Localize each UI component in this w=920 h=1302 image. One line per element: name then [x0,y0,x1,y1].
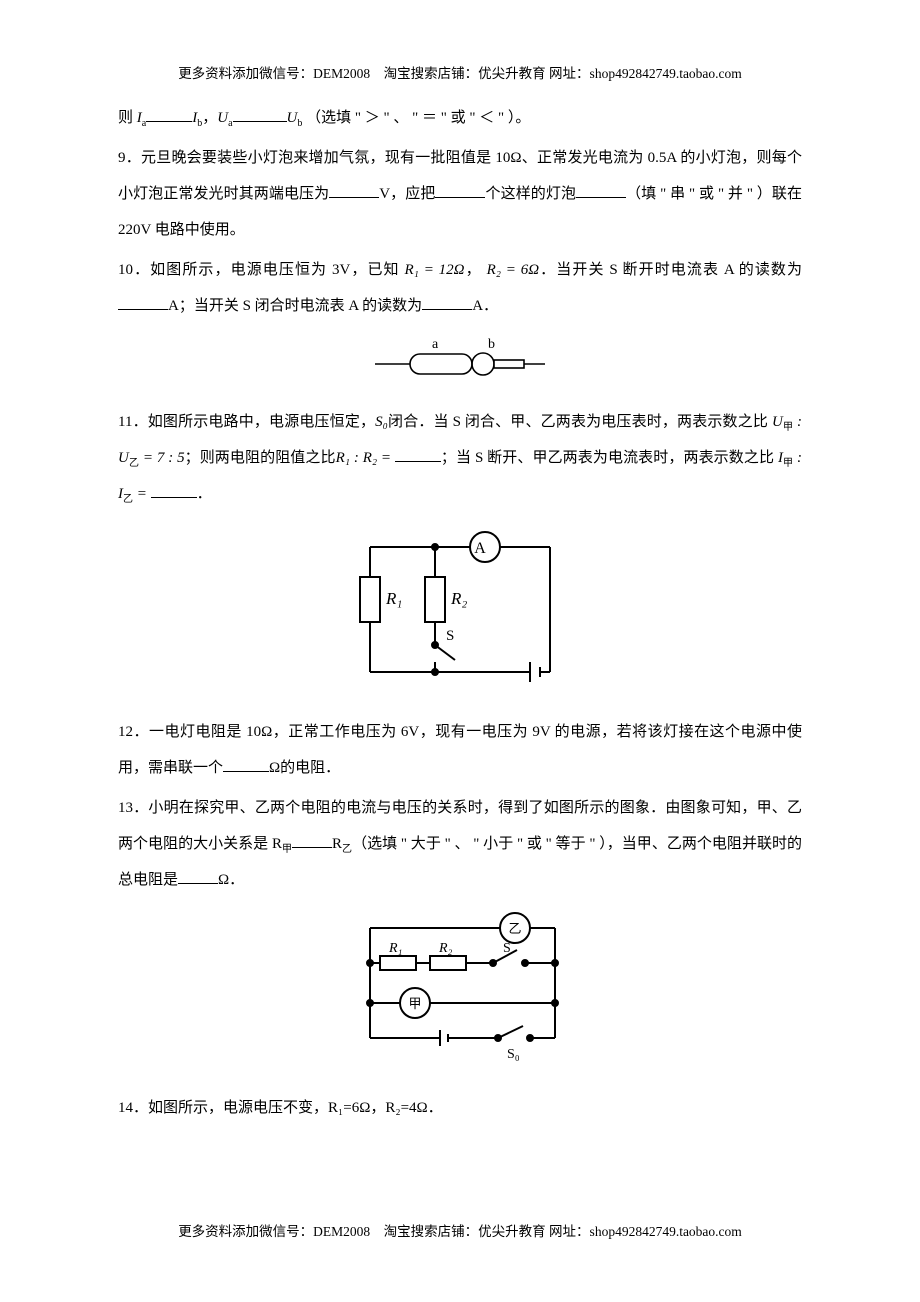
blank [146,107,192,122]
blank [118,295,168,310]
label-R2: R₂ [438,941,453,956]
text: ．当开关 S 断开时电流表 A 的读数为 [539,262,802,278]
label-R1: R₁ [388,941,402,956]
q12: 12．一电灯电阻是 10Ω，正常工作电压为 6V，现有一电压为 9V 的电源，若… [118,714,802,786]
header-text: 更多资料添加微信号：DEM2008 淘宝搜索店铺：优尖升教育 网址：shop49… [178,66,742,81]
sub-jia: 甲 [783,458,793,469]
blank [576,183,626,198]
text: 14．如图所示，电源电压不变，R₁=6Ω，R₂=4Ω． [118,1100,443,1116]
sub-yi: 乙 [129,458,139,469]
period: ． [197,486,212,502]
q13: 13．小明在探究甲、乙两个电阻的电流与电压的关系时，得到了如图所示的图象．由图象… [118,790,802,898]
text: Ω． [218,872,244,888]
page-footer: 更多资料添加微信号：DEM2008 淘宝搜索店铺：优尖升教育 网址：shop49… [0,1220,920,1240]
eq: = [133,486,151,502]
blank [329,183,379,198]
q11: 11．如图所示电路中，电源电压恒定，S₀闭合．当 S 闭合、甲、乙两表为电压表时… [118,404,802,512]
figure-q10: a b [118,334,802,386]
circuit-diagram-icon: 乙 R₁ R₂ S 甲 S₀ [345,908,575,1068]
q8-tail: 则 IaIb，UaUb （选填 " ＞ " 、 " ＝ " 或 " ＜ " ）。 [118,100,802,136]
comma: ， [202,110,217,126]
label-S0: S₀ [507,1047,520,1062]
var-R: R [332,836,342,852]
blank [435,183,485,198]
q9: 9．元旦晚会要装些小灯泡来增加气氛，现有一批阻值是 10Ω、正常发光电流为 0.… [118,140,802,248]
text: 12．一电灯电阻是 10Ω，正常工作电压为 6V，现有一电压为 9V 的电源，若… [118,724,802,776]
sub-yi: 乙 [342,844,352,855]
text: （选填 " ＞ " 、 " ＝ " 或 " ＜ " ）。 [306,110,530,126]
label-R2: R₂ [450,589,467,608]
sub-jia: 甲 [282,844,292,855]
var-U: U [772,414,783,430]
var-U: U [217,110,228,126]
page-content: 则 IaIb，UaUb （选填 " ＞ " 、 " ＝ " 或 " ＜ " ）。… [118,100,802,1130]
var-U: U [287,110,298,126]
eq-R2: R₂ = 6Ω [487,262,540,278]
colon: : [793,414,802,430]
circuit-diagram-icon: A R₁ R₂ S [340,522,580,692]
colon: : [793,450,802,466]
blank [151,483,197,498]
eq-R1R2: R₁ : R₂ = [336,450,395,466]
footer-text: 更多资料添加微信号：DEM2008 淘宝搜索店铺：优尖升教育 网址：shop49… [178,1224,742,1239]
blank [292,833,332,848]
label-S: S [446,628,454,644]
text: 则 [118,110,137,126]
label-jia: 甲 [408,996,421,1011]
figure-q11: A R₁ R₂ S [118,522,802,696]
sub-jia: 甲 [783,422,793,433]
q14: 14．如图所示，电源电压不变，R₁=6Ω，R₂=4Ω． [118,1090,802,1126]
label-S: S [503,941,511,956]
text: Ω的电阻． [269,760,340,776]
text: 个这样的灯泡 [485,186,576,202]
label-a: a [432,337,439,352]
var-U: U [118,450,129,466]
blank [422,295,472,310]
battery-icon: a b [370,334,550,382]
label-yi: 乙 [508,921,521,936]
text: ；则两电阻的阻值之比 [185,450,336,466]
blank [178,869,218,884]
figure-q13: 乙 R₁ R₂ S 甲 S₀ [118,908,802,1072]
label-R1: R₁ [385,589,402,608]
sub-b: b [297,118,302,129]
eq-R1: R₁ = 12Ω [405,262,465,278]
var-S0: S₀ [375,414,388,430]
q10: 10．如图所示，电源电压恒为 3V，已知 R₁ = 12Ω， R₂ = 6Ω．当… [118,252,802,324]
comma: ， [465,262,482,278]
text: 10．如图所示，电源电压恒为 3V，已知 [118,262,400,278]
label-b: b [488,337,495,352]
eq-75: = 7 : 5 [139,450,185,466]
blank [223,757,269,772]
label-A: A [474,540,486,557]
sub-yi: 乙 [123,494,133,505]
blank [233,107,287,122]
text: 11．如图所示电路中，电源电压恒定， [118,414,375,430]
text: V，应把 [379,186,435,202]
text: A． [472,298,498,314]
page-header: 更多资料添加微信号：DEM2008 淘宝搜索店铺：优尖升教育 网址：shop49… [0,62,920,82]
blank [395,447,441,462]
text: A；当开关 S 闭合时电流表 A 的读数为 [168,298,422,314]
text: ；当 S 断开、甲乙两表为电流表时，两表示数之比 [441,450,774,466]
text: 闭合．当 S 闭合、甲、乙两表为电压表时，两表示数之比 [388,414,768,430]
